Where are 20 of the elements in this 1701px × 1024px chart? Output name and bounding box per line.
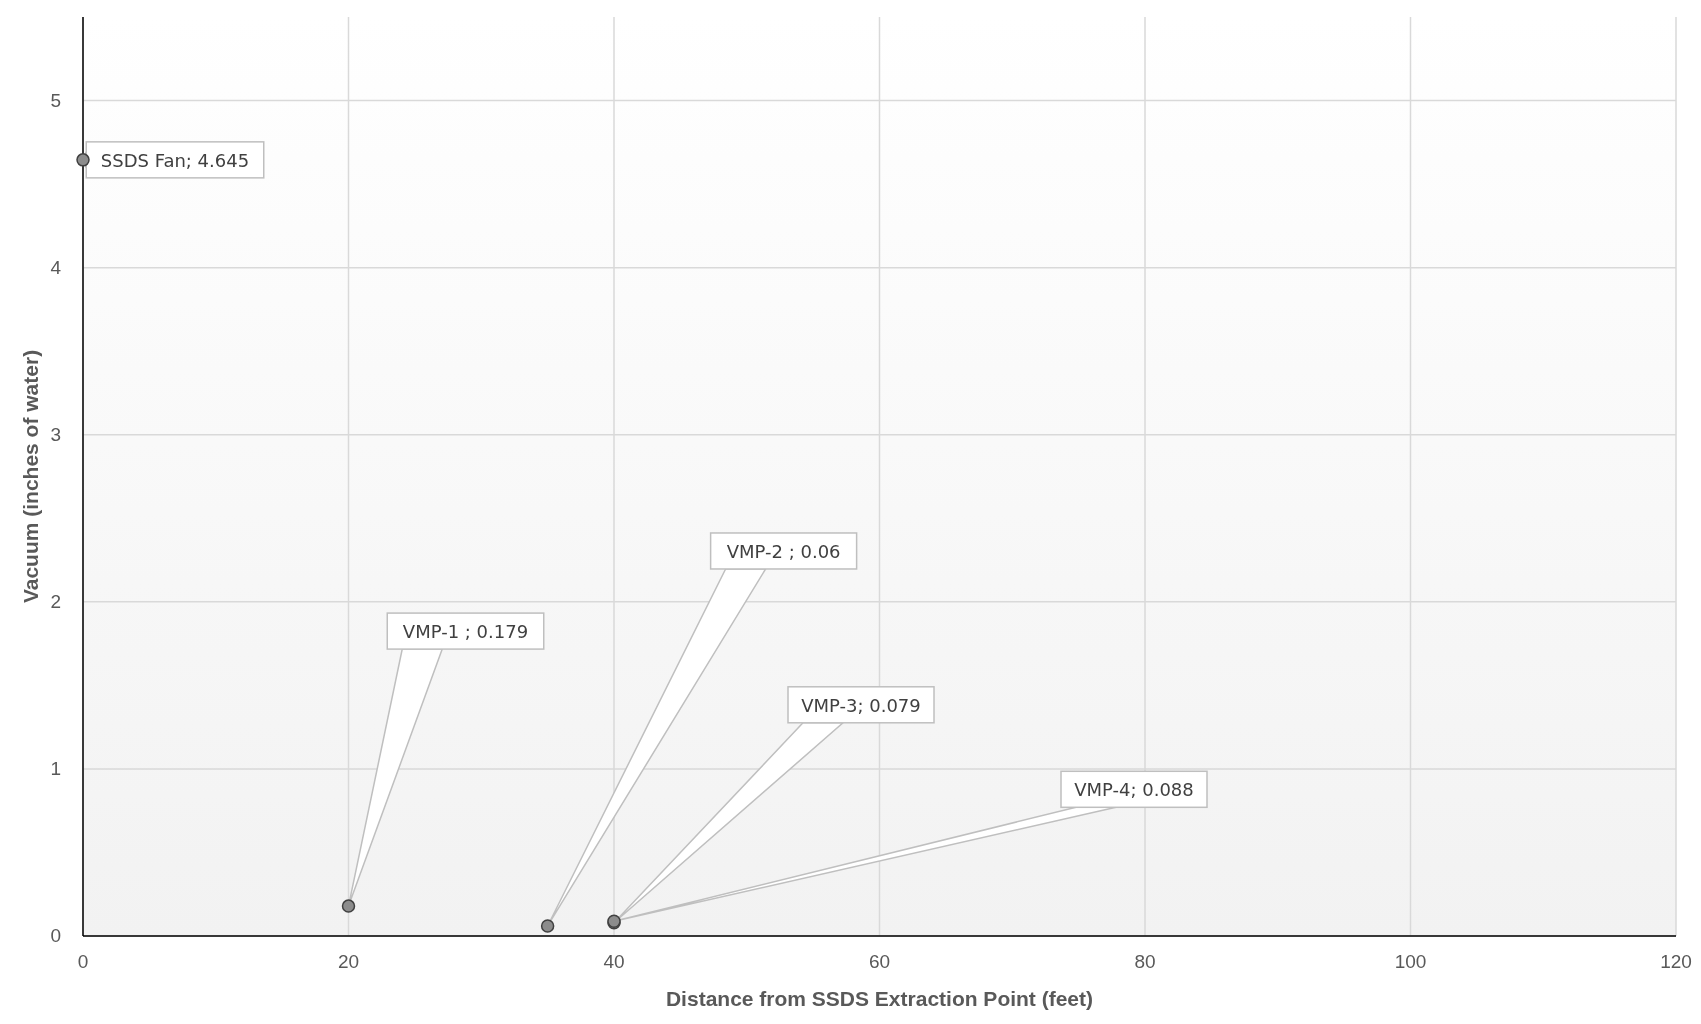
annotation: VMP-4; 0.088 (1074, 779, 1194, 801)
y-tick-label: 4 (50, 256, 62, 278)
y-axis-title: Vacuum (inches of water) (19, 349, 42, 604)
x-tick-label: 80 (1134, 951, 1156, 972)
annotation: SSDS Fan; 4.645 (100, 149, 250, 171)
annotation: VMP-3; 0.079 (801, 694, 921, 716)
annotation: VMP-1 ; 0.179 (402, 621, 529, 643)
annotation: VMP-2 ; 0.06 (726, 540, 841, 562)
x-tick-label: 60 (868, 951, 891, 972)
y-tick-label: 1 (50, 757, 61, 779)
y-tick-label: 0 (50, 925, 61, 946)
y-tick-label: 2 (50, 590, 61, 612)
y-tick-label: 5 (50, 89, 61, 111)
x-axis-title: Distance from SSDS Extraction Point (feet) (665, 987, 1094, 1010)
x-tick-label: 40 (603, 951, 625, 972)
x-tick-label: 0 (77, 951, 89, 972)
y-tick-label: 3 (50, 423, 61, 445)
x-tick-label: 20 (337, 951, 360, 972)
x-tick-label: 120 (1660, 951, 1692, 972)
x-tick-label: 100 (1394, 951, 1427, 972)
